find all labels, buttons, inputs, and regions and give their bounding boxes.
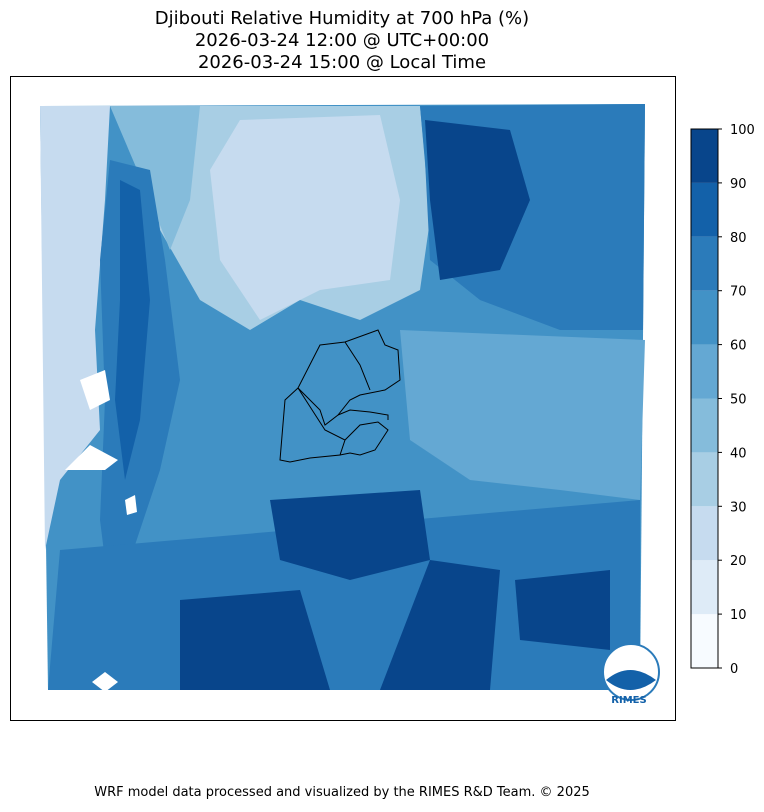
title-line: 2026-03-24 15:00 @ Local Time	[198, 52, 486, 73]
colorbar-tick-label: 100	[730, 123, 755, 138]
colorbar-level	[691, 398, 718, 453]
colorbar-tick-label: 70	[730, 285, 747, 300]
colorbar-tick-label: 40	[730, 446, 747, 461]
colorbar-level	[691, 236, 718, 291]
colorbar-tick-label: 30	[730, 500, 747, 515]
colorbar-tick-label: 10	[730, 608, 747, 623]
colorbar: 0 10 20 30 40 50 60 70 80 90 100	[690, 123, 755, 677]
title-line: 2026-03-24 12:00 @ UTC+00:00	[195, 30, 489, 51]
colorbar-tick-label: 90	[730, 177, 747, 192]
title-line: Djibouti Relative Humidity at 700 hPa (%…	[155, 8, 529, 29]
colorbar-tick-label: 0	[730, 662, 738, 677]
colorbar-level	[691, 452, 718, 507]
colorbar-tick-label: 60	[730, 339, 747, 354]
colorbar-tick-label: 80	[730, 231, 747, 246]
colorbar-level	[691, 290, 718, 345]
humidity-field	[40, 104, 645, 692]
colorbar-level	[691, 182, 718, 237]
colorbar-level	[691, 506, 718, 561]
logo: RIMES	[602, 643, 660, 706]
colorbar-level	[691, 560, 718, 615]
colorbar-level	[691, 129, 718, 183]
logo-text: RIMES	[611, 695, 646, 706]
country-borders	[279, 329, 401, 463]
colorbar-tick-label: 20	[730, 554, 747, 569]
colorbar-level	[691, 614, 718, 668]
colorbar-level	[691, 344, 718, 399]
colorbar-tick-label: 50	[730, 393, 747, 408]
footer: WRF model data processed and visualized …	[94, 785, 590, 800]
